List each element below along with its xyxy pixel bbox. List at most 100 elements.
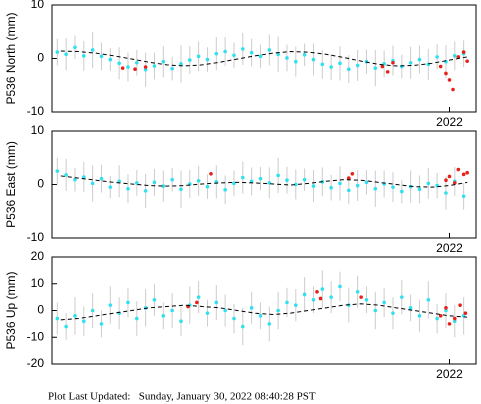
data-point xyxy=(318,296,323,301)
data-point xyxy=(135,60,139,65)
data-point xyxy=(120,66,125,70)
data-point xyxy=(373,308,378,313)
data-point xyxy=(408,306,413,310)
plot-frame xyxy=(51,256,477,365)
data-point xyxy=(426,181,431,186)
data-point xyxy=(347,188,351,193)
data-point xyxy=(400,295,404,299)
data-point xyxy=(311,298,316,302)
data-point xyxy=(444,306,448,310)
data-point xyxy=(294,59,298,64)
data-point xyxy=(408,60,413,65)
data-point xyxy=(214,300,219,305)
data-point xyxy=(302,52,307,57)
data-point xyxy=(276,173,280,178)
data-point xyxy=(364,298,369,302)
y-axis-label: P536 Up (mm) xyxy=(4,271,18,349)
data-point xyxy=(385,70,390,74)
data-point xyxy=(338,181,342,186)
data-point xyxy=(143,189,148,193)
data-point xyxy=(320,287,325,291)
data-point xyxy=(170,66,174,71)
data-point xyxy=(161,59,166,64)
y-tick-label: 10 xyxy=(31,276,45,290)
x-tick-label: 2022 xyxy=(436,115,463,129)
data-point xyxy=(302,292,307,297)
data-point xyxy=(170,177,174,182)
y-tick-label: -10 xyxy=(27,104,45,118)
data-point xyxy=(196,178,201,183)
data-point xyxy=(55,50,60,54)
data-point xyxy=(453,316,457,321)
data-point xyxy=(241,175,245,180)
data-point xyxy=(355,63,360,68)
data-point xyxy=(223,49,227,54)
data-point xyxy=(161,314,166,318)
data-point xyxy=(232,181,236,186)
data-point xyxy=(143,65,148,69)
data-point xyxy=(285,178,289,183)
y-tick-label: -10 xyxy=(27,230,45,244)
data-point xyxy=(453,54,457,58)
data-point xyxy=(451,87,455,92)
data-point xyxy=(458,303,462,307)
data-point xyxy=(241,324,245,329)
data-point xyxy=(267,322,272,326)
data-point xyxy=(223,188,227,192)
data-point xyxy=(99,322,104,326)
data-point xyxy=(55,169,60,173)
data-point xyxy=(456,167,461,172)
data-point xyxy=(73,177,77,182)
data-point xyxy=(320,62,325,67)
data-point xyxy=(382,300,386,305)
data-point xyxy=(108,57,113,62)
data-point xyxy=(447,322,452,326)
data-point xyxy=(400,64,404,69)
data-point xyxy=(195,300,199,305)
data-point xyxy=(99,176,104,181)
data-point xyxy=(117,61,121,66)
data-point xyxy=(276,308,280,313)
data-point xyxy=(461,194,466,199)
y-tick-label: 0 xyxy=(37,51,44,65)
data-point xyxy=(329,185,333,190)
data-point xyxy=(188,58,192,62)
data-point xyxy=(465,59,469,63)
data-point xyxy=(338,61,342,66)
data-point xyxy=(391,311,395,315)
plot-frame xyxy=(51,4,477,113)
data-point xyxy=(161,184,166,188)
data-point xyxy=(267,48,272,52)
y-tick-label: 0 xyxy=(37,177,44,191)
data-point xyxy=(417,57,422,62)
y-tick-label: 10 xyxy=(31,0,45,11)
data-point xyxy=(232,53,236,58)
y-tick-label: -20 xyxy=(27,356,45,370)
y-tick-label: 20 xyxy=(31,249,45,263)
data-point xyxy=(205,57,210,62)
data-point xyxy=(435,55,439,59)
data-point xyxy=(249,50,254,55)
data-point xyxy=(373,186,378,191)
plot-frame xyxy=(51,130,477,239)
data-point xyxy=(108,303,113,307)
data-point xyxy=(90,181,95,186)
data-point xyxy=(329,295,333,299)
data-point xyxy=(285,300,289,305)
data-point xyxy=(179,319,183,324)
data-point xyxy=(438,314,443,318)
data-point xyxy=(444,71,448,76)
data-point xyxy=(249,179,254,184)
data-point xyxy=(364,180,369,185)
data-point xyxy=(126,186,130,191)
y-tick-label: -10 xyxy=(27,329,45,343)
model-line xyxy=(60,50,468,67)
y-tick-label: 10 xyxy=(31,123,45,137)
x-tick-label: 2022 xyxy=(436,367,463,381)
data-point xyxy=(196,295,201,299)
data-point xyxy=(73,314,77,318)
data-point xyxy=(170,308,174,313)
data-point xyxy=(90,48,95,52)
data-point xyxy=(461,50,466,54)
